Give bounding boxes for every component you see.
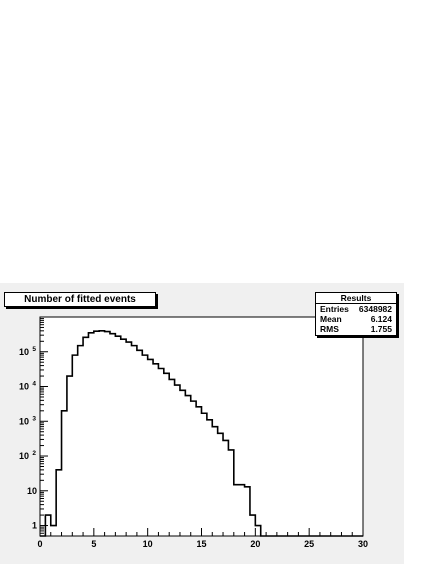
y-tick-label: 10 [19, 347, 29, 357]
stats-row-entries: Entries 6348982 [316, 304, 396, 314]
x-tick-label: 30 [358, 539, 368, 549]
y-tick-exponent: 5 [32, 346, 36, 353]
y-tick-label: 10 [19, 416, 29, 426]
chart-title: Number of fitted events [4, 292, 156, 307]
stats-value: 6348982 [358, 304, 392, 314]
stats-box: Results Entries 6348982 Mean 6.124 RMS 1… [315, 292, 397, 336]
x-tick-label: 25 [304, 539, 314, 549]
x-tick-label: 10 [143, 539, 153, 549]
stats-title: Results [316, 293, 396, 304]
stats-label: RMS [320, 324, 339, 334]
y-tick-exponent: 3 [32, 415, 36, 422]
y-tick-exponent: 2 [32, 450, 36, 457]
stats-value: 6.124 [370, 314, 392, 324]
stats-value: 1.755 [370, 324, 392, 334]
stats-row-rms: RMS 1.755 [316, 324, 396, 334]
y-tick-label: 10 [19, 451, 29, 461]
x-tick-label: 5 [91, 539, 96, 549]
stats-label: Entries [320, 304, 349, 314]
stats-row-mean: Mean 6.124 [316, 314, 396, 324]
stats-label: Mean [320, 314, 342, 324]
x-tick-label: 20 [250, 539, 260, 549]
plot-frame [39, 316, 364, 537]
y-tick-label: 10 [27, 486, 37, 496]
y-tick-label: 1 [32, 521, 37, 531]
y-tick-label: 10 [19, 382, 29, 392]
histogram-line [40, 330, 363, 537]
x-tick-label: 0 [37, 539, 42, 549]
x-tick-label: 15 [196, 539, 206, 549]
y-tick-exponent: 4 [32, 381, 36, 388]
